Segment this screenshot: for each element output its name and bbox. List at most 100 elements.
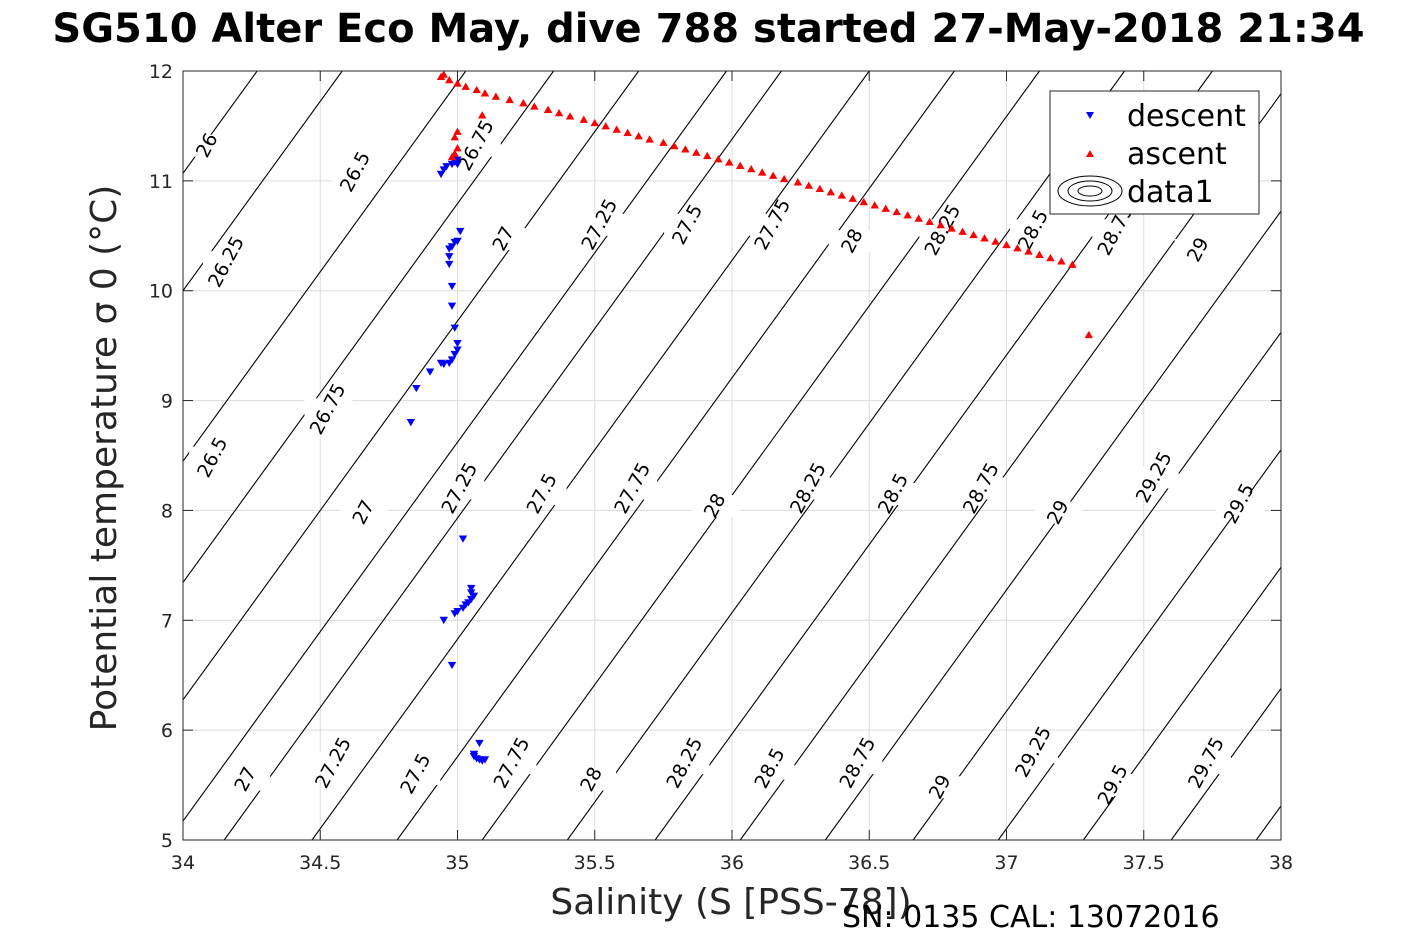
legend-label-0: descent — [1127, 99, 1246, 134]
ascent-marker — [453, 127, 462, 135]
contour-label-bg — [749, 213, 798, 236]
contour-label-bg — [340, 501, 389, 524]
contour-label-bg — [784, 477, 833, 500]
ascent-marker — [747, 164, 756, 173]
contour-label-bg — [834, 752, 883, 775]
legend-descent-icon — [1086, 112, 1094, 119]
x-tick-label: 36.5 — [848, 852, 890, 874]
legend-label-1: ascent — [1127, 137, 1227, 172]
ascent-marker — [1057, 257, 1066, 265]
contour-label-bg — [189, 446, 238, 469]
ascent-marker — [530, 102, 539, 110]
ascent-marker — [1035, 250, 1044, 258]
descent-marker — [453, 156, 462, 164]
descent-marker — [450, 350, 459, 359]
ascent-marker — [757, 168, 767, 176]
legend-ascent-icon — [1086, 150, 1094, 157]
isopycnal-line — [481, 71, 1040, 840]
descent-marker — [412, 384, 421, 393]
ascent-marker — [1068, 260, 1077, 268]
ascent-marker — [659, 138, 668, 146]
x-tick-label: 37.5 — [1123, 852, 1165, 874]
ascent-marker — [703, 151, 712, 160]
descent-marker — [436, 359, 446, 368]
ascent-marker — [634, 132, 643, 140]
descent-marker — [442, 163, 451, 171]
ascent-marker — [450, 133, 459, 141]
y-tick-label: 9 — [161, 391, 173, 413]
contour-label-bg — [609, 477, 658, 500]
contour-label-bg — [480, 228, 529, 251]
ascent-marker — [505, 95, 514, 104]
descent-marker — [425, 368, 435, 376]
ascent-marker — [736, 161, 745, 169]
ascent-marker — [461, 82, 470, 90]
contour-label-bg — [664, 213, 713, 236]
contour-label-bg — [1174, 239, 1223, 262]
ascent-marker — [991, 237, 1000, 245]
x-tick-label: 36 — [720, 852, 744, 874]
contour-label-bg — [661, 752, 710, 775]
isopycnal-line — [1341, 71, 1417, 840]
y-tick-label: 6 — [161, 720, 173, 742]
descent-marker — [450, 324, 459, 332]
ascent-marker — [804, 181, 814, 189]
y-tick-label: 10 — [149, 281, 173, 303]
ascent-marker — [645, 135, 654, 143]
isopycnal-line — [223, 71, 782, 840]
legend-contour-ring — [1067, 180, 1113, 202]
contour-label-bg — [304, 398, 353, 421]
legend-contour-ring — [1077, 185, 1103, 197]
ascent-marker — [1084, 330, 1094, 339]
y-axis-label: Potential temperature σ 0 (°C) — [84, 185, 125, 732]
contour-label-bg — [1182, 752, 1231, 775]
descent-marker — [447, 243, 457, 251]
y-tick-label: 12 — [149, 61, 173, 83]
ascent-marker — [478, 111, 487, 119]
descent-marker — [453, 339, 462, 348]
descent-marker — [467, 584, 476, 593]
contour-label-bg — [746, 757, 795, 780]
y-tick-label: 5 — [161, 830, 173, 852]
ascent-marker — [601, 122, 610, 130]
ascent-marker — [554, 108, 564, 117]
ascent-marker — [623, 128, 632, 137]
descent-marker — [453, 160, 462, 169]
x-tick-label: 34.5 — [299, 852, 341, 874]
ascent-marker — [859, 197, 868, 206]
contour-label-bg — [916, 776, 965, 799]
contour-label-bg — [436, 477, 485, 500]
isopycnal-line — [824, 210, 1281, 840]
ascent-marker — [725, 158, 734, 166]
isopycnal-line — [183, 71, 467, 463]
descent-marker — [447, 302, 457, 310]
ascent-marker — [980, 234, 989, 242]
ascent-marker — [1013, 244, 1022, 252]
descent-marker — [475, 739, 484, 748]
contour-label-bg — [957, 477, 1006, 500]
ascent-marker — [714, 155, 723, 163]
isopycnal-line — [1170, 687, 1281, 840]
descent-marker — [436, 170, 446, 179]
y-tick-label: 11 — [149, 171, 173, 193]
y-tick-label: 8 — [161, 500, 173, 522]
descent-marker — [445, 260, 454, 269]
ascent-marker — [681, 145, 690, 153]
contour-label-bg — [1215, 492, 1264, 515]
descent-marker — [456, 227, 465, 236]
descent-marker — [450, 610, 459, 618]
chart-title: SG510 Alter Eco May, dive 788 started 27… — [52, 6, 1365, 52]
ascent-marker — [1002, 240, 1011, 249]
calibration-annotation: SN: 0135 CAL: 13072016 — [842, 900, 1220, 935]
ascent-marker — [1024, 247, 1033, 255]
x-tick-label: 34 — [171, 852, 195, 874]
contour-label-bg — [576, 213, 625, 236]
isopycnal-group — [0, 71, 1417, 840]
contour-label-bg — [309, 752, 358, 775]
ascent-marker — [826, 188, 836, 196]
ascent-marker — [914, 214, 923, 222]
isopycnal-line — [0, 71, 2, 840]
legend-label-2: data1 — [1127, 175, 1214, 210]
contour-label-bg — [222, 768, 271, 791]
